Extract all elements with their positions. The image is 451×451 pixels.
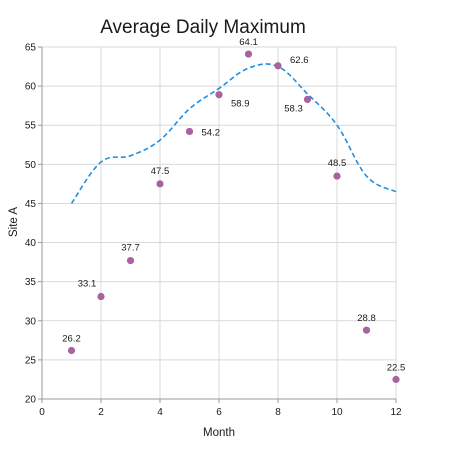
x-tick-label: 10	[331, 407, 343, 418]
y-tick-label: 30	[25, 316, 37, 327]
y-tick-label: 20	[25, 395, 37, 406]
data-point	[274, 62, 282, 70]
x-axis-title: Month	[203, 427, 235, 439]
data-point	[97, 292, 105, 301]
axes: 20 25 30 35 40 45 50 55 60 65 0 2 4 6 8 10 12	[25, 43, 402, 419]
data-label: 48.5	[328, 158, 347, 169]
y-axis-title: Site A	[8, 207, 20, 237]
trend-line	[70, 63, 397, 204]
data-point	[392, 375, 400, 384]
chart-title: Average Daily Maximum	[100, 17, 306, 38]
x-tick-label: 12	[390, 407, 402, 418]
data-label: 26.2	[62, 334, 81, 345]
x-tick-label: 8	[275, 407, 281, 418]
data-label: 62.6	[290, 55, 309, 66]
data-point	[333, 172, 341, 180]
x-tick-label: 4	[157, 407, 163, 418]
data-point	[215, 91, 223, 99]
data-label: 58.3	[284, 103, 303, 114]
y-tick-label: 65	[25, 43, 37, 54]
data-point	[185, 127, 194, 136]
data-point	[126, 256, 135, 265]
data-label: 54.2	[202, 127, 221, 138]
y-tick-label: 35	[25, 277, 37, 288]
trend-line-layer	[70, 63, 397, 204]
data-label: 37.7	[121, 243, 140, 254]
data-label: 58.9	[231, 99, 250, 110]
data-label: 28.8	[357, 313, 376, 324]
y-tick-label: 50	[25, 160, 37, 171]
y-tick-label: 55	[25, 121, 37, 132]
data-points	[67, 50, 400, 384]
data-label: 47.5	[151, 166, 170, 177]
data-point	[244, 50, 253, 58]
data-point	[67, 346, 76, 355]
y-tick-label: 40	[25, 238, 37, 249]
y-tick-label: 60	[25, 82, 37, 93]
data-label: 22.5	[387, 362, 406, 373]
data-point	[362, 326, 371, 334]
y-tick-label: 45	[25, 199, 37, 210]
y-tick-label: 25	[25, 355, 37, 366]
data-labels: 26.2 33.1 37.7 47.5 54.2 58.9 64.1 62.6 58.3 48.5…	[62, 37, 405, 373]
x-tick-label: 6	[216, 407, 222, 418]
x-tick-label: 0	[39, 407, 45, 418]
data-point	[156, 180, 164, 188]
data-point	[303, 95, 312, 104]
data-label: 33.1	[78, 279, 97, 290]
x-tick-label: 2	[98, 407, 104, 418]
data-label: 64.1	[239, 37, 258, 48]
